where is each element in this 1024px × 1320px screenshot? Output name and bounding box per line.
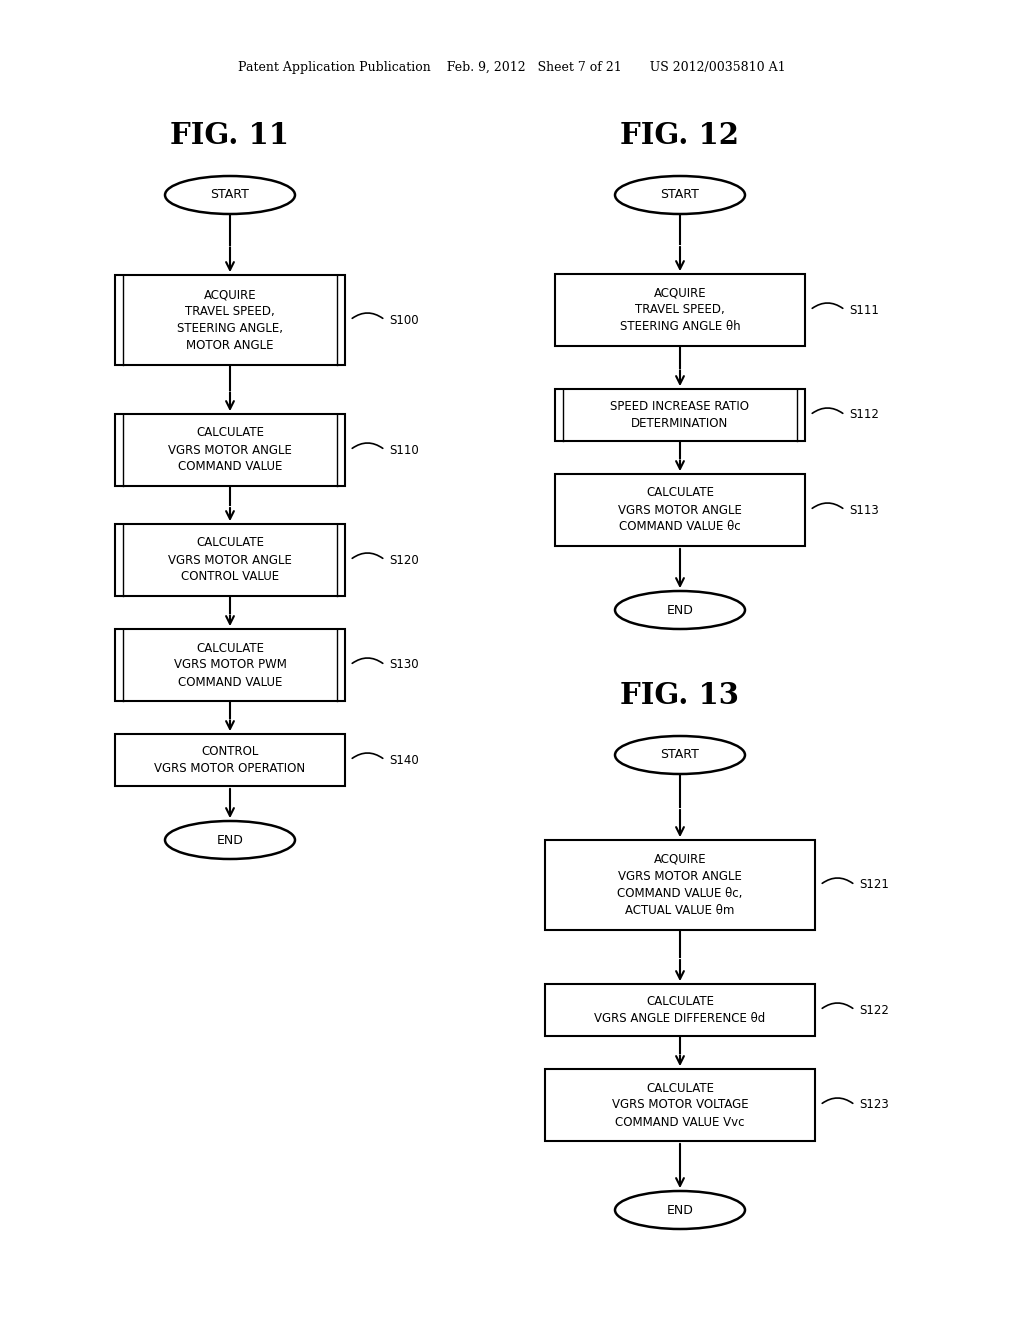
- Ellipse shape: [615, 591, 745, 630]
- Text: S112: S112: [849, 408, 879, 421]
- Text: START: START: [660, 748, 699, 762]
- Text: END: END: [667, 1204, 693, 1217]
- Ellipse shape: [615, 737, 745, 774]
- Text: CALCULATE
VGRS MOTOR ANGLE
CONTROL VALUE: CALCULATE VGRS MOTOR ANGLE CONTROL VALUE: [168, 536, 292, 583]
- Ellipse shape: [615, 176, 745, 214]
- Text: CONTROL
VGRS MOTOR OPERATION: CONTROL VGRS MOTOR OPERATION: [155, 744, 305, 775]
- Text: S113: S113: [849, 503, 879, 516]
- FancyBboxPatch shape: [555, 389, 805, 441]
- Text: S100: S100: [389, 314, 419, 326]
- FancyBboxPatch shape: [115, 630, 345, 701]
- Text: CALCULATE
VGRS MOTOR ANGLE
COMMAND VALUE θc: CALCULATE VGRS MOTOR ANGLE COMMAND VALUE…: [618, 487, 742, 533]
- FancyBboxPatch shape: [555, 474, 805, 546]
- FancyBboxPatch shape: [545, 983, 815, 1036]
- FancyBboxPatch shape: [555, 275, 805, 346]
- Text: ACQUIRE
TRAVEL SPEED,
STEERING ANGLE,
MOTOR ANGLE: ACQUIRE TRAVEL SPEED, STEERING ANGLE, MO…: [177, 288, 283, 352]
- Ellipse shape: [165, 821, 295, 859]
- Text: S121: S121: [859, 879, 889, 891]
- Text: FIG. 13: FIG. 13: [621, 681, 739, 710]
- Text: SPEED INCREASE RATIO
DETERMINATION: SPEED INCREASE RATIO DETERMINATION: [610, 400, 750, 430]
- Text: END: END: [216, 833, 244, 846]
- Text: CALCULATE
VGRS MOTOR VOLTAGE
COMMAND VALUE Vvc: CALCULATE VGRS MOTOR VOLTAGE COMMAND VAL…: [611, 1081, 749, 1129]
- Text: S130: S130: [389, 659, 419, 672]
- Text: S111: S111: [849, 304, 879, 317]
- Text: CALCULATE
VGRS MOTOR PWM
COMMAND VALUE: CALCULATE VGRS MOTOR PWM COMMAND VALUE: [173, 642, 287, 689]
- Text: ACQUIRE
VGRS MOTOR ANGLE
COMMAND VALUE θc,
ACTUAL VALUE θm: ACQUIRE VGRS MOTOR ANGLE COMMAND VALUE θ…: [617, 853, 742, 917]
- Text: FIG. 11: FIG. 11: [171, 120, 290, 149]
- Text: S110: S110: [389, 444, 419, 457]
- Text: S122: S122: [859, 1003, 889, 1016]
- FancyBboxPatch shape: [545, 1069, 815, 1140]
- Ellipse shape: [165, 176, 295, 214]
- Text: S120: S120: [389, 553, 419, 566]
- Ellipse shape: [615, 1191, 745, 1229]
- Text: START: START: [211, 189, 250, 202]
- FancyBboxPatch shape: [545, 840, 815, 931]
- Text: START: START: [660, 189, 699, 202]
- Text: S140: S140: [389, 754, 419, 767]
- FancyBboxPatch shape: [115, 734, 345, 785]
- Text: ACQUIRE
TRAVEL SPEED,
STEERING ANGLE θh: ACQUIRE TRAVEL SPEED, STEERING ANGLE θh: [620, 286, 740, 334]
- FancyBboxPatch shape: [115, 414, 345, 486]
- Text: Patent Application Publication    Feb. 9, 2012   Sheet 7 of 21       US 2012/003: Patent Application Publication Feb. 9, 2…: [239, 62, 785, 74]
- Text: S123: S123: [859, 1098, 889, 1111]
- Text: CALCULATE
VGRS MOTOR ANGLE
COMMAND VALUE: CALCULATE VGRS MOTOR ANGLE COMMAND VALUE: [168, 426, 292, 474]
- Text: CALCULATE
VGRS ANGLE DIFFERENCE θd: CALCULATE VGRS ANGLE DIFFERENCE θd: [594, 995, 766, 1026]
- Text: END: END: [667, 603, 693, 616]
- Text: FIG. 12: FIG. 12: [621, 120, 739, 149]
- FancyBboxPatch shape: [115, 275, 345, 366]
- FancyBboxPatch shape: [115, 524, 345, 597]
